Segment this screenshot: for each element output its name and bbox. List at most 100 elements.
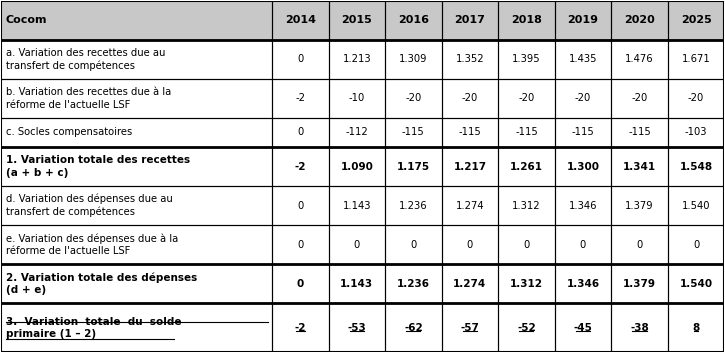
Bar [1,1,272,40]
Bar [611,118,668,147]
Text: 1.274: 1.274 [455,201,484,211]
Text: 1.341: 1.341 [623,162,656,172]
Text: 0: 0 [523,240,529,250]
Bar [498,147,555,186]
Text: 0: 0 [693,240,699,250]
Bar [272,118,328,147]
Bar [1,147,272,186]
Text: 2. Variation totale des dépenses
(d + e): 2. Variation totale des dépenses (d + e) [6,272,197,295]
Bar [498,118,555,147]
Bar [328,40,385,79]
Bar [555,118,611,147]
Text: 1.312: 1.312 [510,279,543,289]
Bar [442,225,498,264]
Bar [385,40,442,79]
Text: b. Variation des recettes due à la
réforme de l'actuelle LSF: b. Variation des recettes due à la réfor… [6,87,171,109]
Bar [272,1,328,40]
Text: -53: -53 [347,323,366,333]
Text: c. Socles compensatoires: c. Socles compensatoires [6,127,132,137]
Bar [328,1,385,40]
Text: -115: -115 [402,127,425,137]
Bar [555,147,611,186]
Bar [668,303,724,352]
Text: 2025: 2025 [681,15,711,25]
Bar [555,40,611,79]
Text: 1. Variation totale des recettes
(a + b + c): 1. Variation totale des recettes (a + b … [6,155,190,178]
Bar [442,264,498,303]
Bar [272,40,328,79]
Text: 2016: 2016 [398,15,429,25]
Bar [272,147,328,186]
Bar [442,118,498,147]
Text: 1.090: 1.090 [341,162,373,172]
Text: 1.346: 1.346 [568,201,597,211]
Text: 0: 0 [467,240,473,250]
Bar [442,186,498,225]
Bar [1,225,272,264]
Text: 1.476: 1.476 [625,54,654,64]
Bar [555,186,611,225]
Bar [498,264,555,303]
Text: 1.175: 1.175 [397,162,430,172]
Bar [555,1,611,40]
Bar [385,186,442,225]
Text: 0: 0 [637,240,642,250]
Bar [668,118,724,147]
Bar [498,303,555,352]
Text: 0: 0 [580,240,586,250]
Bar [442,79,498,118]
Text: 2018: 2018 [511,15,542,25]
Bar [668,264,724,303]
Bar [328,79,385,118]
Text: 1.540: 1.540 [679,279,713,289]
Text: -20: -20 [575,93,591,103]
Text: 1.548: 1.548 [679,162,713,172]
Bar [442,40,498,79]
Text: -115: -115 [515,127,538,137]
Bar [328,186,385,225]
Bar [385,147,442,186]
Text: -57: -57 [460,323,479,333]
Text: 1.274: 1.274 [453,279,486,289]
Bar [498,186,555,225]
Text: -2: -2 [294,162,306,172]
Bar [668,147,724,186]
Text: 1.300: 1.300 [566,162,600,172]
Text: 1.236: 1.236 [397,279,430,289]
Text: 0: 0 [297,279,304,289]
Text: -2: -2 [294,323,306,333]
Bar [1,118,272,147]
Bar [611,264,668,303]
Bar [498,1,555,40]
Bar [272,186,328,225]
Text: 2015: 2015 [341,15,372,25]
Text: -103: -103 [685,127,708,137]
Text: 2017: 2017 [455,15,485,25]
Bar [272,79,328,118]
Bar [555,79,611,118]
Text: -115: -115 [628,127,651,137]
Text: 1.312: 1.312 [512,201,541,211]
Text: 0: 0 [297,201,304,211]
Text: -38: -38 [630,323,649,333]
Bar [611,186,668,225]
Text: 0: 0 [297,54,304,64]
Text: -62: -62 [404,323,423,333]
Text: 0: 0 [297,240,304,250]
Bar [611,147,668,186]
Bar [498,225,555,264]
Bar [272,225,328,264]
Bar [668,225,724,264]
Text: 8: 8 [692,323,700,333]
Text: 1.309: 1.309 [399,54,428,64]
Text: 1.379: 1.379 [625,201,654,211]
Text: 1.435: 1.435 [568,54,597,64]
Bar [498,40,555,79]
Text: 1.671: 1.671 [682,54,710,64]
Text: 2014: 2014 [285,15,316,25]
Bar [1,186,272,225]
Bar [1,79,272,118]
Text: -20: -20 [518,93,534,103]
Text: -10: -10 [349,93,365,103]
Text: 1.143: 1.143 [343,201,371,211]
